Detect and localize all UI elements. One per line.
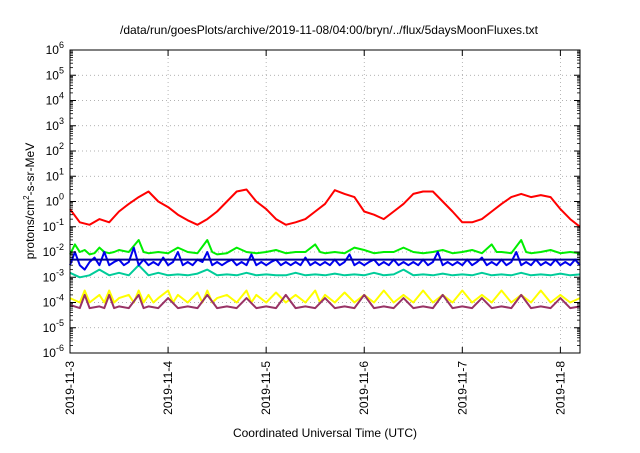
series-line-4 <box>69 246 581 271</box>
series-line-2 <box>69 239 581 256</box>
y-tick-label: 10-4 <box>43 293 64 310</box>
x-tick-label: 2019-11-3 <box>63 361 77 415</box>
y-axis-label: protons/cm2-s-sr-MeV <box>22 143 37 259</box>
series-line-7 <box>69 293 581 310</box>
x-axis-label: Coordinated Universal Time (UTC) <box>233 426 417 440</box>
x-tick-label: 2019-11-8 <box>553 361 567 415</box>
x-tick-label: 2019-11-4 <box>161 361 175 415</box>
series-line-1 <box>69 188 581 228</box>
x-axis-ticks: 2019-11-3 2019-11-4 2019-11-5 2019-11-6 2019… <box>63 50 567 415</box>
y-tick-label: 10-3 <box>43 267 64 284</box>
y-tick-label: 104 <box>46 91 64 108</box>
series-line-6 <box>69 289 581 304</box>
y-tick-label: 100 <box>46 192 64 209</box>
y-tick-label: 10-6 <box>43 343 64 360</box>
y-tick-label: 10-2 <box>43 242 64 259</box>
y-tick-label: 10-5 <box>43 318 64 335</box>
data-series <box>69 188 581 310</box>
series-line-3 <box>69 264 581 279</box>
x-tick-label: 2019-11-5 <box>259 361 273 415</box>
y-tick-label: 103 <box>46 116 64 133</box>
y-tick-label: 102 <box>46 141 64 158</box>
chart-title: /data/run/goesPlots/archive/2019-11-08/0… <box>120 23 539 37</box>
x-tick-label: 2019-11-7 <box>455 361 469 415</box>
y-axis-ticks: 10-6 10-5 10-4 10-3 10-2 10-1 100 101 102 103 104 1… <box>43 40 580 360</box>
y-tick-label: 101 <box>46 166 64 183</box>
y-tick-label: 10-1 <box>43 217 64 234</box>
y-tick-label: 105 <box>46 65 64 82</box>
y-tick-label: 106 <box>46 40 64 57</box>
x-tick-label: 2019-11-6 <box>357 361 371 415</box>
